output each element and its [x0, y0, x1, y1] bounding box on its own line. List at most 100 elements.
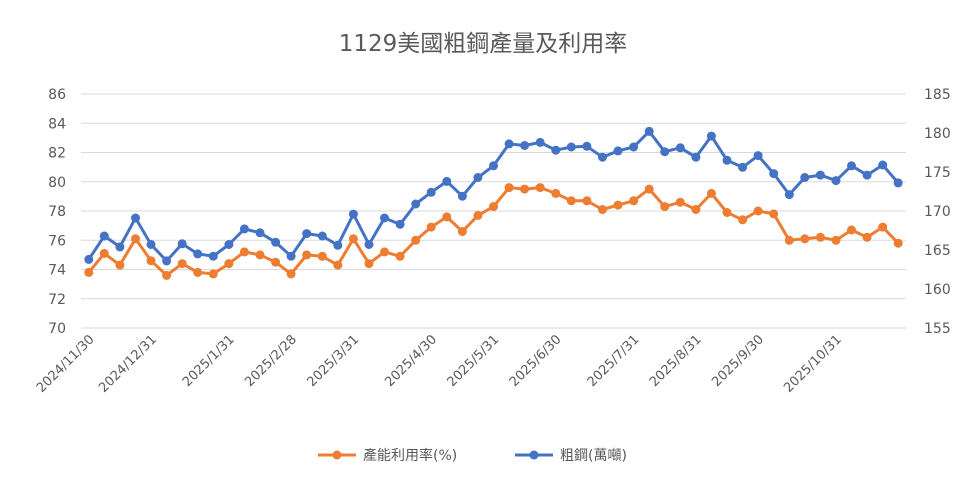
data-point: [738, 215, 748, 225]
series-line: [87, 129, 900, 263]
right-axis-ticks: 155 160 165 170 175 180 185: [924, 87, 951, 337]
data-point: [162, 256, 172, 266]
x-tick-label: 2025/5/31: [445, 332, 503, 390]
left-tick-label: 76: [48, 233, 66, 249]
data-point: [784, 190, 794, 200]
data-point: [629, 196, 639, 206]
data-point: [473, 173, 483, 182]
data-point: [847, 161, 856, 171]
data-point: [815, 170, 825, 180]
data-point: [598, 152, 607, 162]
data-point: [862, 170, 872, 180]
x-tick-label: 2025/10/31: [781, 332, 845, 396]
data-point: [473, 210, 483, 220]
data-point: [348, 209, 358, 219]
left-tick-label: 70: [48, 321, 66, 337]
data-point: [411, 199, 421, 209]
data-point: [504, 183, 514, 193]
data-point: [551, 188, 561, 198]
data-point: [442, 212, 452, 222]
data-point: [800, 234, 810, 244]
legend-label-crude-steel: 粗鋼(萬噸): [560, 448, 627, 464]
data-point: [193, 267, 203, 277]
data-point: [644, 126, 654, 136]
left-tick-label: 80: [48, 175, 66, 191]
left-axis-ticks: 70 72 74 76 78 80 82 84 86: [48, 87, 66, 337]
data-point: [364, 259, 374, 269]
series-utilization: [84, 183, 903, 280]
data-point: [784, 235, 794, 245]
data-point: [691, 205, 701, 214]
data-point: [239, 224, 249, 234]
data-point: [426, 222, 436, 232]
data-point: [208, 269, 218, 279]
data-point: [489, 161, 498, 171]
data-point: [239, 247, 249, 257]
data-point: [660, 202, 670, 212]
data-point: [489, 202, 498, 212]
data-point: [99, 248, 109, 258]
data-point: [131, 234, 140, 244]
data-point: [800, 173, 810, 182]
right-tick-label: 160: [924, 282, 951, 298]
x-tick-label: 2025/9/30: [709, 332, 767, 390]
left-tick-label: 78: [48, 204, 66, 220]
data-point: [208, 251, 218, 261]
left-tick-label: 86: [48, 87, 66, 103]
data-point: [706, 188, 716, 198]
data-point: [333, 260, 343, 270]
data-point: [660, 147, 670, 157]
data-point: [271, 237, 281, 247]
data-point: [847, 225, 856, 235]
x-tick-label: 2025/7/31: [585, 332, 643, 390]
data-point: [769, 209, 779, 219]
legend: 產能利用率(%) 粗鋼(萬噸): [318, 447, 627, 464]
data-point: [878, 160, 888, 170]
data-point: [457, 191, 467, 201]
right-tick-label: 185: [924, 87, 951, 103]
x-tick-label: 2025/6/30: [507, 332, 565, 390]
data-point: [504, 139, 514, 149]
data-point: [84, 267, 94, 277]
data-point: [224, 259, 234, 269]
data-point: [115, 242, 125, 252]
data-point: [520, 141, 530, 150]
data-point: [457, 227, 467, 236]
data-point: [722, 208, 732, 217]
data-point: [691, 152, 701, 162]
chart-title: 1129美國粗鋼產量及利用率: [339, 31, 628, 57]
data-point: [535, 137, 545, 147]
data-point: [146, 240, 156, 249]
data-point: [566, 142, 576, 152]
data-point: [177, 239, 187, 249]
x-tick-label: 2025/3/31: [304, 332, 362, 390]
data-point: [831, 235, 841, 245]
data-point: [582, 141, 592, 151]
data-point: [177, 259, 187, 269]
data-point: [878, 222, 888, 232]
data-point: [317, 251, 327, 261]
right-tick-label: 165: [924, 243, 951, 259]
legend-label-utilization: 產能利用率(%): [363, 447, 457, 464]
data-point: [598, 205, 607, 214]
data-point: [753, 206, 763, 216]
data-point: [644, 184, 654, 194]
data-point: [364, 240, 374, 249]
data-point: [115, 260, 125, 270]
data-point: [738, 162, 748, 172]
right-tick-label: 175: [924, 165, 951, 181]
data-point: [551, 145, 561, 155]
data-point: [146, 256, 156, 266]
data-point: [769, 169, 779, 179]
data-point: [286, 251, 296, 261]
data-point: [675, 143, 685, 153]
legend-marker-utilization: [332, 450, 342, 460]
data-point: [753, 151, 763, 161]
series-line: [87, 186, 900, 277]
data-point: [411, 235, 421, 245]
x-tick-label: 2025/2/28: [242, 332, 300, 390]
data-point: [286, 269, 296, 279]
data-point: [193, 249, 203, 259]
